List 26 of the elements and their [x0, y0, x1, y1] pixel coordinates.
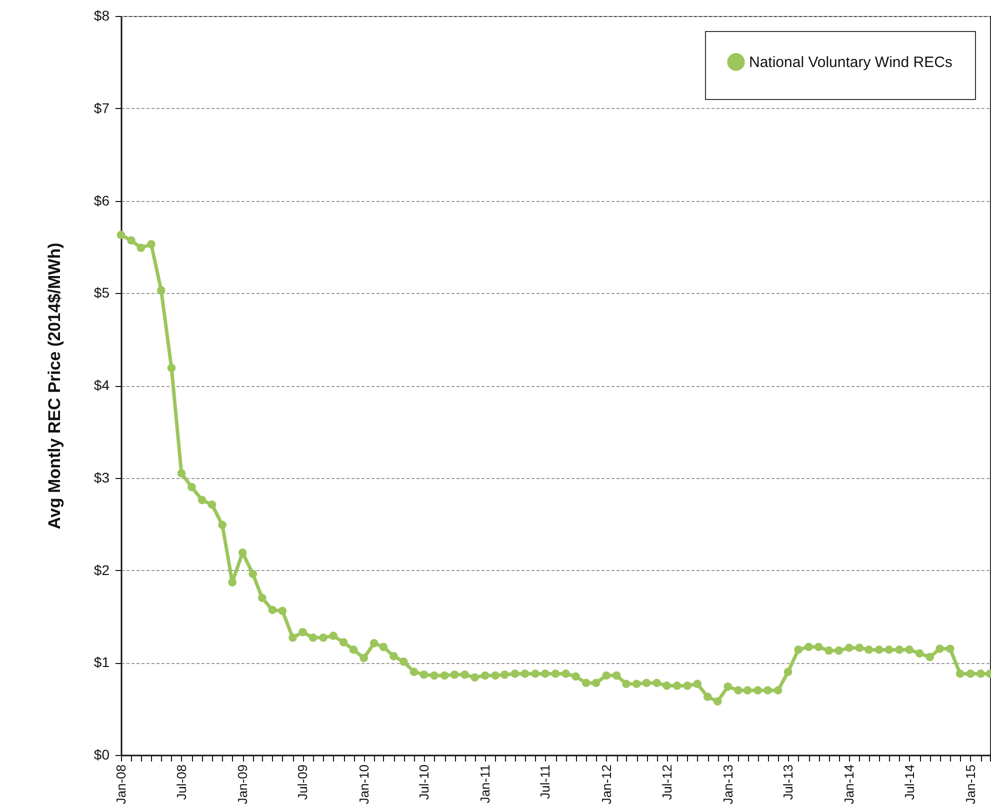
x-tick-label: Jul-14	[902, 764, 917, 800]
x-tick-label: Jul-11	[538, 764, 553, 799]
y-tick-label: $4	[94, 377, 110, 393]
x-tick-label: Jan-13	[720, 764, 736, 804]
y-tick-label: $3	[94, 469, 110, 486]
y-axis-title: Avg Montly REC Price (2014$/MWh)	[44, 242, 64, 530]
x-tick-label: Jul-10	[416, 764, 432, 800]
x-tick-label: Jul-09	[295, 764, 310, 800]
y-tick-label: $6	[94, 192, 110, 208]
x-tick-label: Jan-11	[478, 764, 493, 804]
x-tick-label: Jul-08	[174, 764, 189, 800]
x-tick-label: Jul-12	[659, 764, 674, 800]
x-tick-label: Jan-08	[114, 764, 128, 804]
x-tick-label: Jan-10	[356, 764, 372, 804]
y-tick-label: $2	[94, 562, 110, 578]
x-tick-label: Jan-15	[962, 764, 978, 804]
y-tick-label: $7	[94, 100, 110, 116]
y-tick-label: $5	[94, 284, 110, 301]
legend-label: National Voluntary Wind RECs	[749, 54, 952, 71]
y-tick-label: $8	[94, 8, 110, 24]
y-tick-label: $1	[94, 654, 110, 670]
x-tick-label: Jan-14	[842, 764, 857, 804]
x-tick-label: Jan-12	[598, 764, 614, 804]
y-tick-label: $0	[94, 746, 110, 762]
x-tick-label: Jan-09	[235, 764, 250, 804]
x-tick-label: Jul-13	[780, 764, 796, 800]
